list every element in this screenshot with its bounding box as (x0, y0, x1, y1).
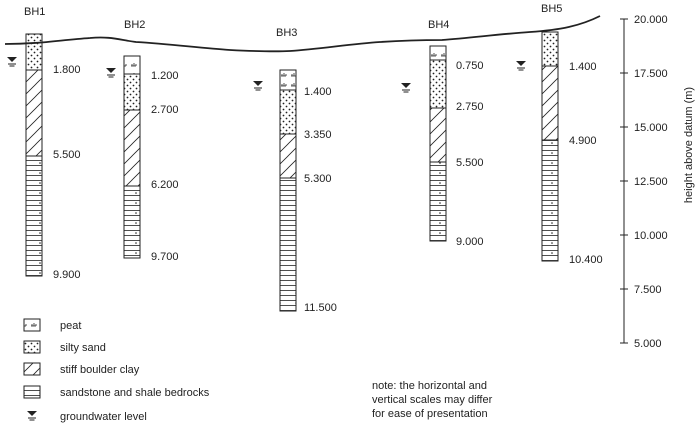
bh3-boulder-clay-layer (279, 133, 297, 179)
bh5-bedrock-layer (541, 139, 559, 262)
bh2-depth-1: 1.200 (151, 70, 179, 82)
bh5-depth-1: 1.400 (569, 61, 597, 73)
bh4-bedrock-layer (429, 161, 447, 242)
vertical-axis: 20.000 17.500 15.000 12.500 10.000 7.500 5.000… (620, 14, 695, 350)
bh3-groundwater-icon (253, 81, 263, 91)
axis-tick-label: 20.000 (634, 14, 668, 26)
note-line-2: vertical scales may differ (372, 394, 493, 406)
bh5-depth-2: 4.900 (569, 135, 597, 147)
bh4-peat-layer (429, 45, 447, 61)
bh4-depth-4: 9.000 (456, 236, 484, 248)
silty-sand-swatch (23, 340, 41, 354)
axis-title: height above datum (m) (683, 87, 695, 203)
axis-tick-label: 12.500 (634, 176, 668, 188)
legend-item-bedrock: sandstone and shale bedrocks (23, 385, 210, 399)
legend-label-silty-sand: silty sand (60, 342, 106, 354)
bh1-bedrock-layer (25, 155, 43, 277)
bh3-depth-1: 1.400 (304, 86, 332, 98)
borehole-bh3: BH3 1.400 3.350 5.300 11.500 (253, 27, 337, 314)
bh4-depth-1: 0.750 (456, 60, 484, 72)
bh1-depth-1: 1.800 (53, 64, 81, 76)
bh4-name: BH4 (428, 19, 449, 31)
bh1-groundwater-icon (7, 57, 17, 67)
bh2-depth-4: 9.700 (151, 251, 179, 263)
bh1-name: BH1 (24, 6, 45, 18)
bh1-depth-2: 5.500 (53, 149, 81, 161)
bh3-name: BH3 (276, 27, 297, 39)
bh3-depth-4: 11.500 (304, 302, 337, 314)
bh1-silty-sand-layer (25, 33, 43, 71)
bh1-boulder-clay-layer (25, 69, 43, 157)
bh5-silty-sand-layer (541, 31, 559, 67)
borehole-bh5: BH5 1.400 4.900 10.400 (516, 3, 603, 266)
bh3-silty-sand-layer (279, 89, 297, 135)
legend-label-boulder-clay: stiff boulder clay (60, 364, 140, 376)
legend-label-groundwater: groundwater level (60, 411, 147, 423)
legend: peat silty sand stiff boulder clay sands… (23, 318, 210, 423)
bh5-groundwater-icon (516, 61, 526, 71)
legend-item-silty-sand: silty sand (23, 340, 106, 354)
bh2-depth-2: 2.700 (151, 104, 179, 116)
bh2-groundwater-icon (106, 68, 116, 78)
bh2-boulder-clay-layer (123, 109, 141, 187)
note-line-1: note: the horizontal and (372, 380, 487, 392)
bedrock-swatch (23, 385, 41, 399)
bh5-name: BH5 (541, 3, 562, 15)
bh4-groundwater-icon (401, 83, 411, 93)
bh4-depth-3: 5.500 (456, 157, 484, 169)
legend-item-peat: peat (23, 318, 81, 332)
axis-tick-label: 5.000 (634, 338, 662, 350)
bh4-depth-2: 2.750 (456, 101, 484, 113)
legend-label-bedrock: sandstone and shale bedrocks (60, 387, 210, 399)
bh3-depth-2: 3.350 (304, 129, 332, 141)
axis-tick-label: 10.000 (634, 230, 668, 242)
boulder-clay-swatch (23, 362, 41, 376)
bh4-boulder-clay-layer (429, 107, 447, 163)
groundwater-icon (27, 411, 37, 421)
bh5-boulder-clay-layer (541, 65, 559, 141)
note-line-3: for ease of presentation (372, 408, 488, 420)
borehole-bh4: BH4 0.750 2.750 5.500 9.000 (401, 19, 484, 248)
bh2-silty-sand-layer (123, 73, 141, 111)
borehole-bh2: BH2 1.200 2.700 6.200 9.700 (106, 19, 179, 263)
bh2-peat-layer (123, 55, 141, 75)
peat-swatch (23, 318, 41, 332)
bh1-depth-3: 9.900 (53, 269, 81, 281)
bh2-name: BH2 (124, 19, 145, 31)
borehole-bh1: BH1 1.800 5.500 9.900 (7, 6, 81, 281)
axis-tick-label: 17.500 (634, 68, 668, 80)
legend-label-peat: peat (60, 320, 81, 332)
bh3-peat-layer (279, 69, 297, 91)
legend-item-boulder-clay: stiff boulder clay (23, 362, 140, 376)
scale-note: note: the horizontal and vertical scales… (372, 380, 493, 420)
bh4-silty-sand-layer (429, 59, 447, 109)
bh5-depth-3: 10.400 (569, 254, 603, 266)
legend-item-groundwater: groundwater level (27, 411, 147, 423)
bh3-depth-3: 5.300 (304, 173, 332, 185)
bh3-bedrock-layer (279, 177, 297, 312)
bh2-bedrock-layer (123, 185, 141, 259)
ground-surface-line (4, 15, 601, 53)
axis-tick-label: 15.000 (634, 122, 668, 134)
axis-tick-label: 7.500 (634, 284, 662, 296)
bh2-depth-3: 6.200 (151, 179, 179, 191)
